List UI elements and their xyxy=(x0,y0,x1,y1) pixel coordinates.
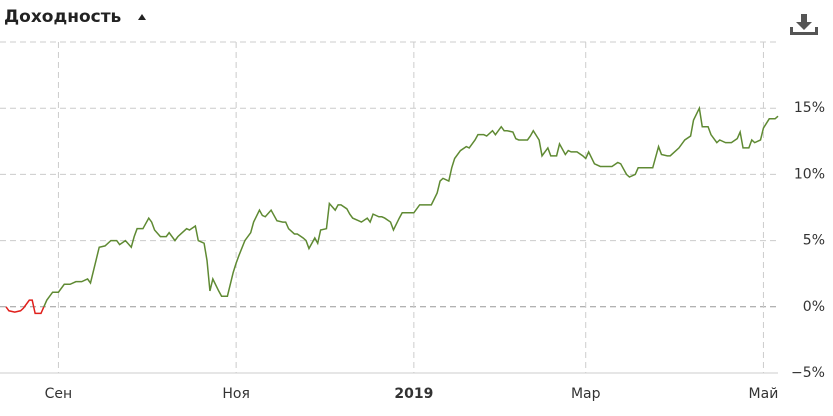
x-tick-label: Май xyxy=(749,386,779,402)
download-button[interactable] xyxy=(788,10,822,40)
series-line xyxy=(5,299,45,315)
y-tick-label: −5% xyxy=(791,365,825,381)
download-arrow xyxy=(796,14,812,30)
download-tray xyxy=(790,27,818,35)
y-tick-label: 15% xyxy=(794,100,825,116)
x-tick-label: 2019 xyxy=(394,386,433,402)
x-tick-label: Сен xyxy=(45,386,73,402)
y-tick-label: 10% xyxy=(794,166,825,182)
x-tick-label: Ноя xyxy=(222,386,250,402)
chart-title: Доходность xyxy=(4,7,121,27)
y-tick-label: 0% xyxy=(803,299,825,315)
y-tick-label: 5% xyxy=(803,233,825,249)
sort-arrow[interactable] xyxy=(138,14,146,20)
x-tick-label: Мар xyxy=(571,386,601,402)
series-line xyxy=(43,105,779,308)
